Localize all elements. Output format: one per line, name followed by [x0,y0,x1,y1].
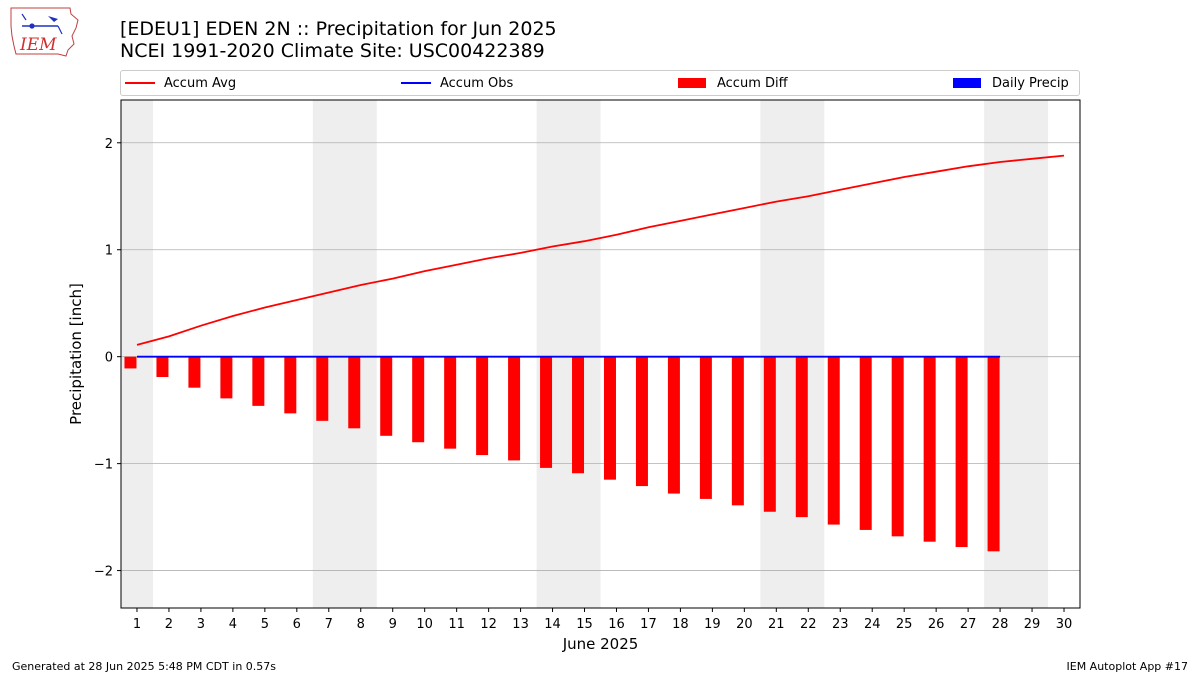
accum-diff-bar [444,356,457,449]
y-tick-label: 2 [105,137,113,152]
y-tick-label: 0 [105,351,113,366]
accum-diff-bar [635,356,648,487]
weekend-shade [536,100,601,608]
accum-diff-bar [859,356,872,530]
x-tick-label: 5 [261,617,269,632]
accum-diff-bar [348,356,361,429]
legend-item-accum-diff: Accum Diff [678,74,788,92]
accum-diff-bar [540,356,553,468]
x-tick-label: 25 [896,617,913,632]
y-tick-label: −1 [94,458,113,473]
x-tick-label: 14 [544,617,561,632]
x-tick-label: 30 [1056,617,1073,632]
weekend-shade [121,100,153,608]
weekend-shade [760,100,825,608]
x-tick-label: 16 [608,617,625,632]
x-tick-label: 26 [928,617,945,632]
x-tick-label: 29 [1024,617,1041,632]
x-tick-label: 28 [992,617,1009,632]
chart-subtitle: NCEI 1991-2020 Climate Site: USC00422389 [120,40,545,62]
x-tick-label: 4 [229,617,237,632]
legend-label-accum-avg: Accum Avg [164,75,237,91]
x-tick-label: 6 [293,617,301,632]
accum-diff-bar [763,356,776,512]
accum-diff-bar [188,356,201,388]
accum-diff-bar [603,356,616,480]
accum-diff-bar [891,356,904,537]
chart-title: [EDEU1] EDEN 2N :: Precipitation for Jun… [120,18,557,40]
accum-diff-bar [699,356,712,499]
x-tick-label: 11 [448,617,465,632]
weekend-shade [312,100,377,608]
iem-iowa-logo-icon: IEM [10,7,79,57]
accum-diff-bar [412,356,425,443]
legend-swatch-daily-precip [953,78,981,88]
x-tick-label: 13 [512,617,529,632]
accum-diff-bar [252,356,265,406]
svg-text:IEM: IEM [19,35,57,55]
legend-swatch-accum-obs [401,82,431,84]
x-axis-label: June 2025 [562,635,639,653]
iem-logo: IEM [8,6,80,60]
legend-label-accum-diff: Accum Diff [717,75,788,91]
y-axis-label: Precipitation [inch] [67,283,85,425]
chart-legend: Accum Avg Accum Obs Accum Diff Daily Pre… [120,70,1080,96]
accum-diff-bar [508,356,521,461]
x-tick-label: 2 [165,617,173,632]
accum-diff-bar [667,356,680,494]
accum-diff-bar [220,356,233,399]
x-tick-label: 3 [197,617,205,632]
plot-frame [120,99,1081,609]
accum-avg-line [136,154,1065,346]
accum-diff-bar [923,356,936,542]
legend-swatch-accum-avg [125,82,155,84]
x-tick-label: 1 [133,617,141,632]
x-tick-label: 27 [960,617,977,632]
accum-diff-bar [987,356,1000,552]
accum-diff-bar [572,356,585,474]
accum-diff-bar [284,356,297,414]
accum-diff-bar [476,356,489,456]
x-tick-label: 22 [800,617,817,632]
x-tick-label: 15 [576,617,593,632]
legend-item-accum-obs: Accum Obs [401,74,513,92]
y-tick-label: −2 [94,565,113,580]
x-tick-label: 19 [704,617,721,632]
x-tick-label: 18 [672,617,689,632]
x-tick-label: 17 [640,617,657,632]
accum-diff-bar [380,356,393,436]
accum-diff-bar [124,356,137,369]
accum-diff-bar [795,356,808,518]
accum-diff-bar [156,356,169,377]
x-tick-label: 8 [357,617,365,632]
legend-item-daily-precip: Daily Precip [953,74,1069,92]
y-tick-label: 1 [105,244,113,259]
x-tick-label: 10 [416,617,433,632]
legend-swatch-accum-diff [678,78,706,88]
x-tick-label: 9 [389,617,397,632]
accum-diff-bar [316,356,329,421]
plot-area [121,100,1080,608]
accum-diff-bar [827,356,840,525]
legend-item-accum-avg: Accum Avg [125,74,236,92]
legend-label-accum-obs: Accum Obs [440,75,514,91]
legend-label-daily-precip: Daily Precip [992,75,1069,91]
generated-timestamp: Generated at 28 Jun 2025 5:48 PM CDT in … [12,660,277,673]
x-tick-label: 12 [480,617,497,632]
x-tick-label: 23 [832,617,849,632]
accum-diff-bar [955,356,968,548]
x-tick-label: 7 [325,617,333,632]
x-tick-label: 20 [736,617,753,632]
x-tick-label: 21 [768,617,785,632]
x-tick-label: 24 [864,617,881,632]
autoplot-app-label: IEM Autoplot App #17 [1066,660,1189,673]
accum-diff-bar [731,356,744,506]
